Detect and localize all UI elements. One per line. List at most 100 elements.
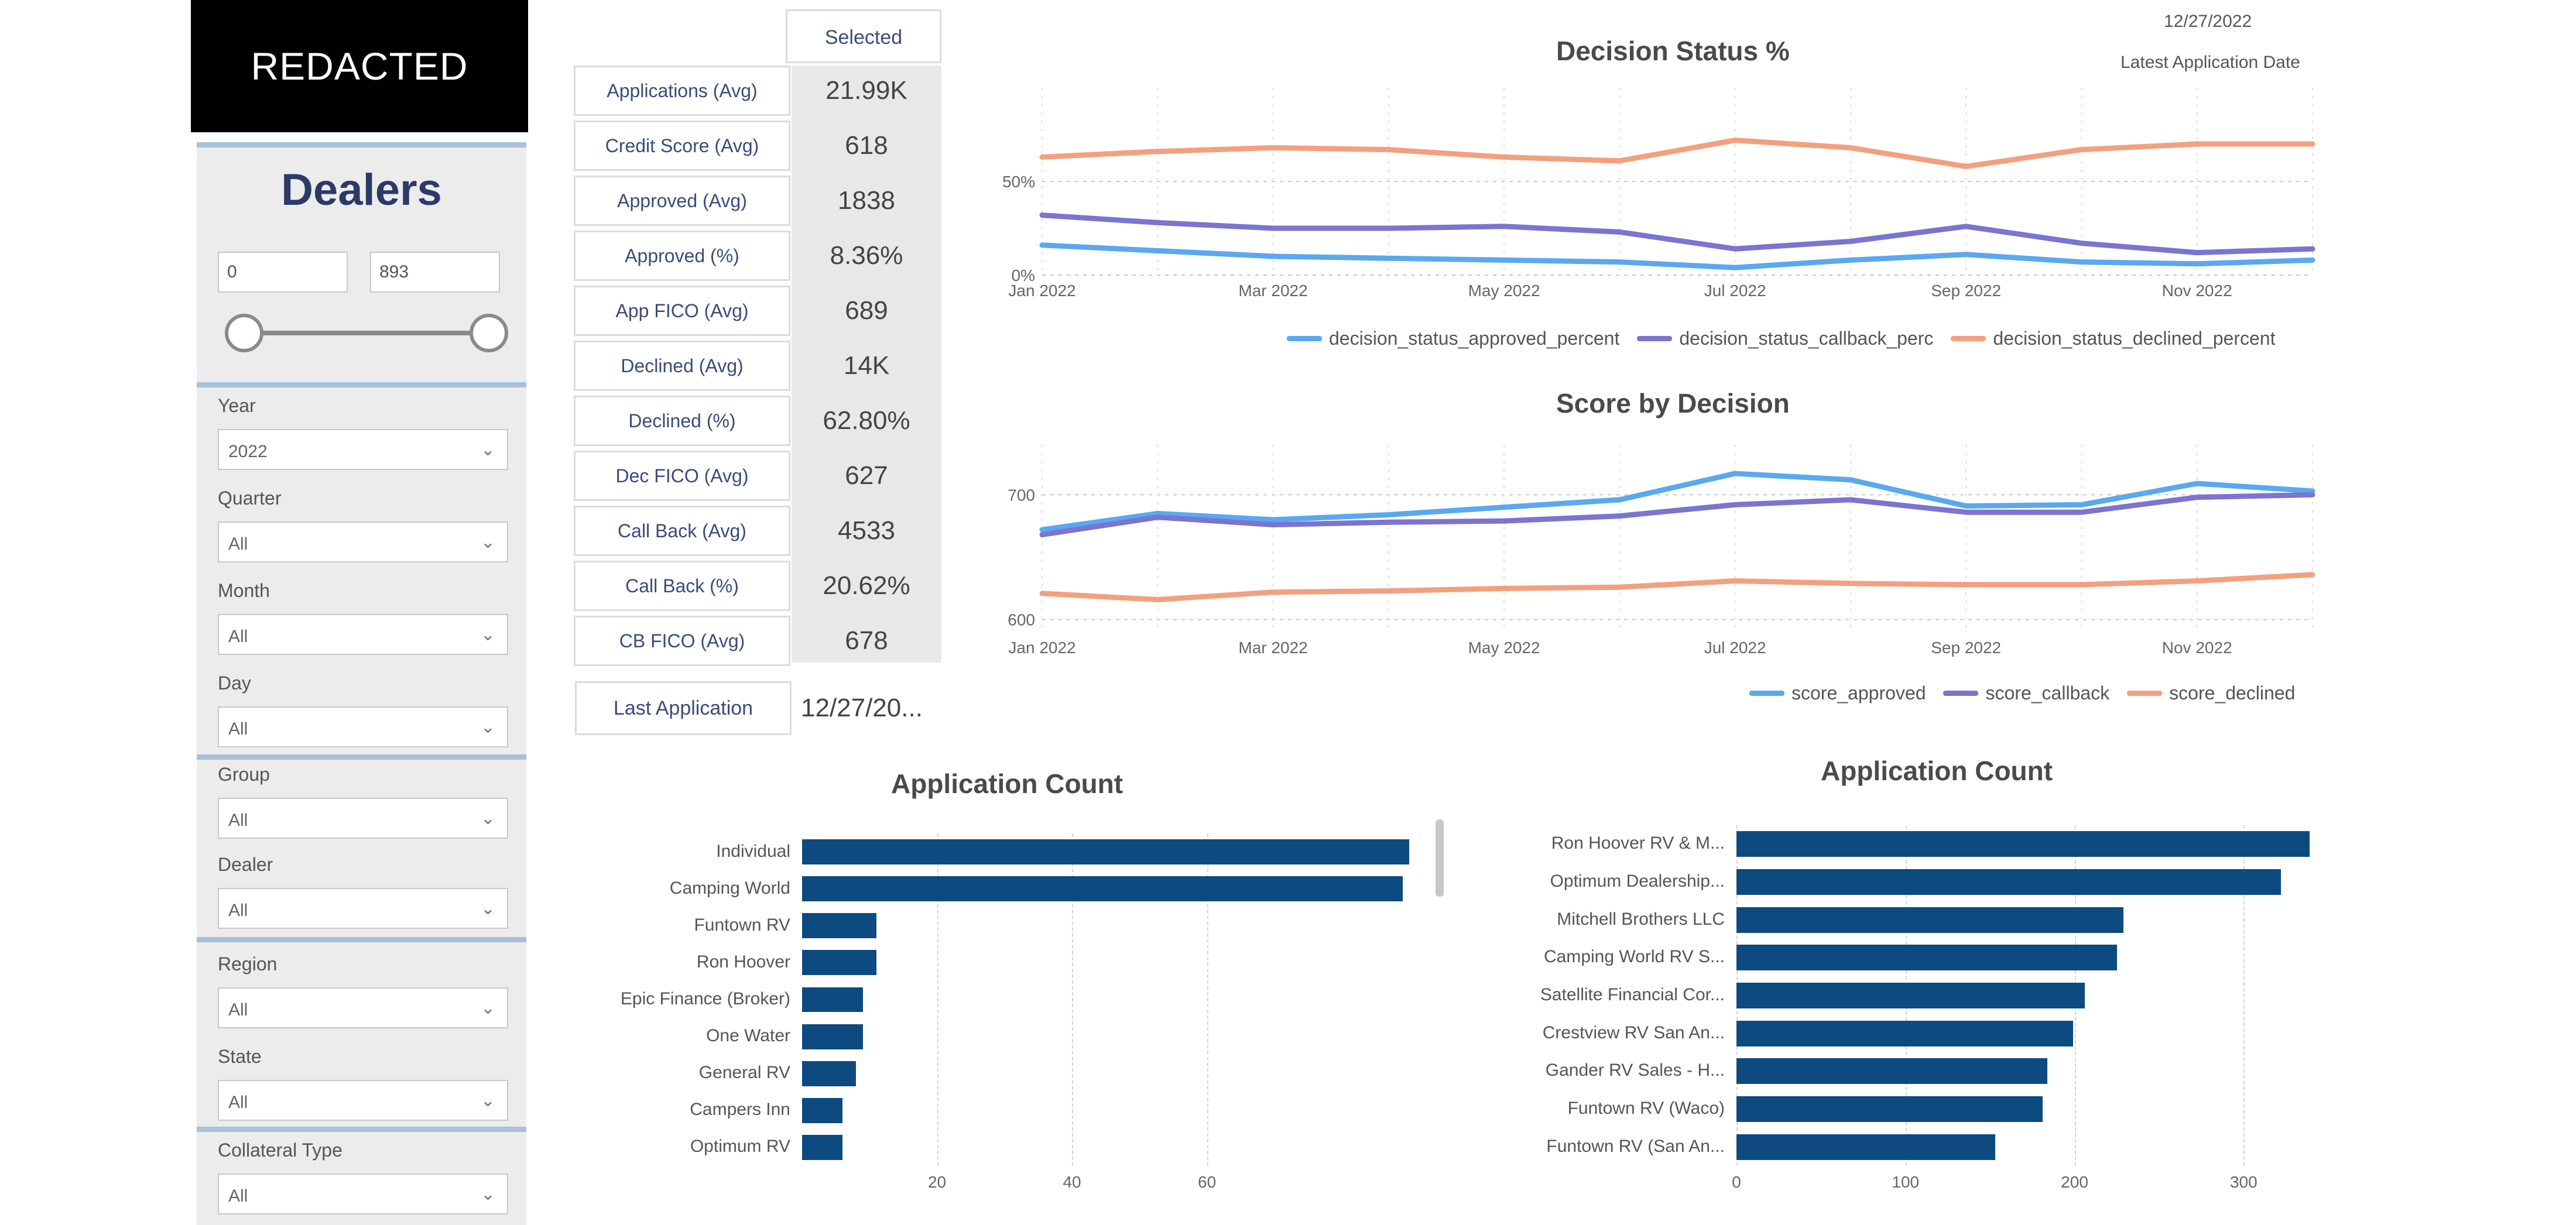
kpi-label[interactable]: Call Back (Avg) — [574, 506, 790, 556]
data-point[interactable] — [1848, 497, 1852, 502]
data-point[interactable] — [1386, 589, 1390, 593]
data-point[interactable] — [2311, 142, 2314, 146]
data-point[interactable] — [2195, 579, 2199, 583]
legend-item-declined[interactable]: score_declined — [2127, 682, 2295, 704]
kpi-label[interactable]: Dec FICO (Avg) — [574, 451, 790, 501]
filter-group-select[interactable]: All ⌄ — [218, 798, 508, 839]
data-point[interactable] — [2080, 503, 2084, 507]
bar[interactable] — [1736, 1096, 2043, 1122]
data-point[interactable] — [1502, 155, 1506, 159]
data-point[interactable] — [1156, 249, 1160, 253]
range-slider-track[interactable] — [226, 331, 489, 335]
last-application-button[interactable]: Last Application — [575, 681, 792, 735]
data-point[interactable] — [1733, 579, 1737, 583]
bar[interactable] — [802, 987, 863, 1013]
data-point[interactable] — [1964, 582, 1968, 586]
kpi-column-header[interactable]: Selected — [786, 9, 941, 63]
data-point[interactable] — [2080, 260, 2084, 264]
filter-state-select[interactable]: All ⌄ — [218, 1080, 508, 1121]
data-point[interactable] — [1386, 147, 1390, 152]
filter-month-select[interactable]: All ⌄ — [218, 614, 508, 655]
data-point[interactable] — [1040, 591, 1044, 595]
data-point[interactable] — [1848, 581, 1852, 585]
series-declined-line[interactable] — [1039, 572, 2315, 603]
data-point[interactable] — [1386, 520, 1390, 524]
data-point[interactable] — [1618, 497, 1622, 502]
data-point[interactable] — [1618, 260, 1622, 264]
series-approved-line[interactable] — [1039, 471, 2315, 533]
bar[interactable] — [802, 1134, 843, 1160]
data-point[interactable] — [1386, 513, 1390, 517]
data-point[interactable] — [1964, 164, 1968, 169]
filter-day-select[interactable]: All ⌄ — [218, 706, 508, 747]
legend-item-callback[interactable]: decision_status_callback_perc — [1637, 328, 1933, 349]
data-point[interactable] — [1271, 523, 1275, 527]
legend-item-approved[interactable]: score_approved — [1749, 682, 1926, 704]
bar[interactable] — [802, 950, 876, 976]
data-point[interactable] — [1156, 515, 1160, 519]
bar[interactable] — [802, 1024, 863, 1049]
data-point[interactable] — [2080, 241, 2084, 245]
kpi-label[interactable]: Credit Score (Avg) — [574, 121, 790, 171]
bar[interactable] — [1736, 945, 2117, 971]
kpi-label[interactable]: App FICO (Avg) — [574, 286, 790, 336]
data-point[interactable] — [1848, 146, 1852, 150]
legend-item-declined[interactable]: decision_status_declined_percent — [1951, 328, 2275, 349]
range-slider-max-handle[interactable] — [470, 314, 508, 352]
data-point[interactable] — [1618, 230, 1622, 234]
kpi-label[interactable]: Approved (Avg) — [574, 176, 790, 226]
series-callback-line[interactable] — [1039, 492, 2315, 538]
data-point[interactable] — [2311, 572, 2314, 577]
data-point[interactable] — [1040, 533, 1044, 537]
kpi-label[interactable]: Call Back (%) — [574, 561, 790, 611]
data-point[interactable] — [1040, 243, 1044, 247]
bar[interactable] — [1736, 983, 2085, 1008]
data-point[interactable] — [2195, 262, 2199, 266]
filter-year-select[interactable]: 2022 ⌄ — [218, 429, 508, 470]
data-point[interactable] — [1502, 586, 1506, 591]
data-point[interactable] — [1271, 146, 1275, 150]
range-min-input[interactable]: 0 — [218, 252, 348, 293]
bar[interactable] — [1736, 1020, 2073, 1046]
bar[interactable] — [802, 1097, 843, 1123]
bar[interactable] — [1736, 1134, 1995, 1160]
data-point[interactable] — [1618, 585, 1622, 589]
data-point[interactable] — [1964, 252, 1968, 256]
filter-dealer-select[interactable]: All ⌄ — [218, 888, 508, 929]
data-point[interactable] — [1848, 258, 1852, 262]
bar[interactable] — [1736, 1058, 2048, 1085]
range-max-input[interactable]: 893 — [370, 252, 500, 293]
data-point[interactable] — [2311, 258, 2314, 262]
data-point[interactable] — [2080, 147, 2084, 152]
data-point[interactable] — [2195, 495, 2199, 499]
data-point[interactable] — [2080, 510, 2084, 514]
data-point[interactable] — [2311, 247, 2314, 251]
chart-scrollbar[interactable] — [1436, 819, 1444, 897]
data-point[interactable] — [1618, 159, 1622, 163]
filter-region-select[interactable]: All ⌄ — [218, 987, 508, 1028]
data-point[interactable] — [1733, 138, 1737, 142]
data-point[interactable] — [1848, 239, 1852, 243]
data-point[interactable] — [1964, 224, 1968, 228]
data-point[interactable] — [2195, 482, 2199, 486]
data-point[interactable] — [1502, 258, 1506, 262]
data-point[interactable] — [1733, 266, 1737, 270]
data-point[interactable] — [1502, 505, 1506, 509]
bar[interactable] — [802, 1061, 857, 1086]
data-point[interactable] — [1386, 227, 1390, 230]
data-point[interactable] — [1040, 528, 1044, 532]
data-point[interactable] — [1271, 518, 1275, 521]
bar[interactable] — [802, 839, 1410, 864]
data-point[interactable] — [2195, 251, 2199, 255]
data-point[interactable] — [1156, 598, 1160, 602]
data-point[interactable] — [1156, 512, 1160, 516]
kpi-label[interactable]: Declined (%) — [574, 396, 790, 446]
series-callback-line[interactable] — [1039, 212, 2315, 256]
bar[interactable] — [802, 876, 1403, 902]
data-point[interactable] — [1271, 590, 1275, 594]
legend-item-approved[interactable]: decision_status_approved_percent — [1287, 328, 1619, 349]
filter-quarter-select[interactable]: All ⌄ — [218, 521, 508, 562]
data-point[interactable] — [2311, 489, 2314, 493]
data-point[interactable] — [1386, 256, 1390, 260]
range-slider-min-handle[interactable] — [225, 314, 263, 352]
